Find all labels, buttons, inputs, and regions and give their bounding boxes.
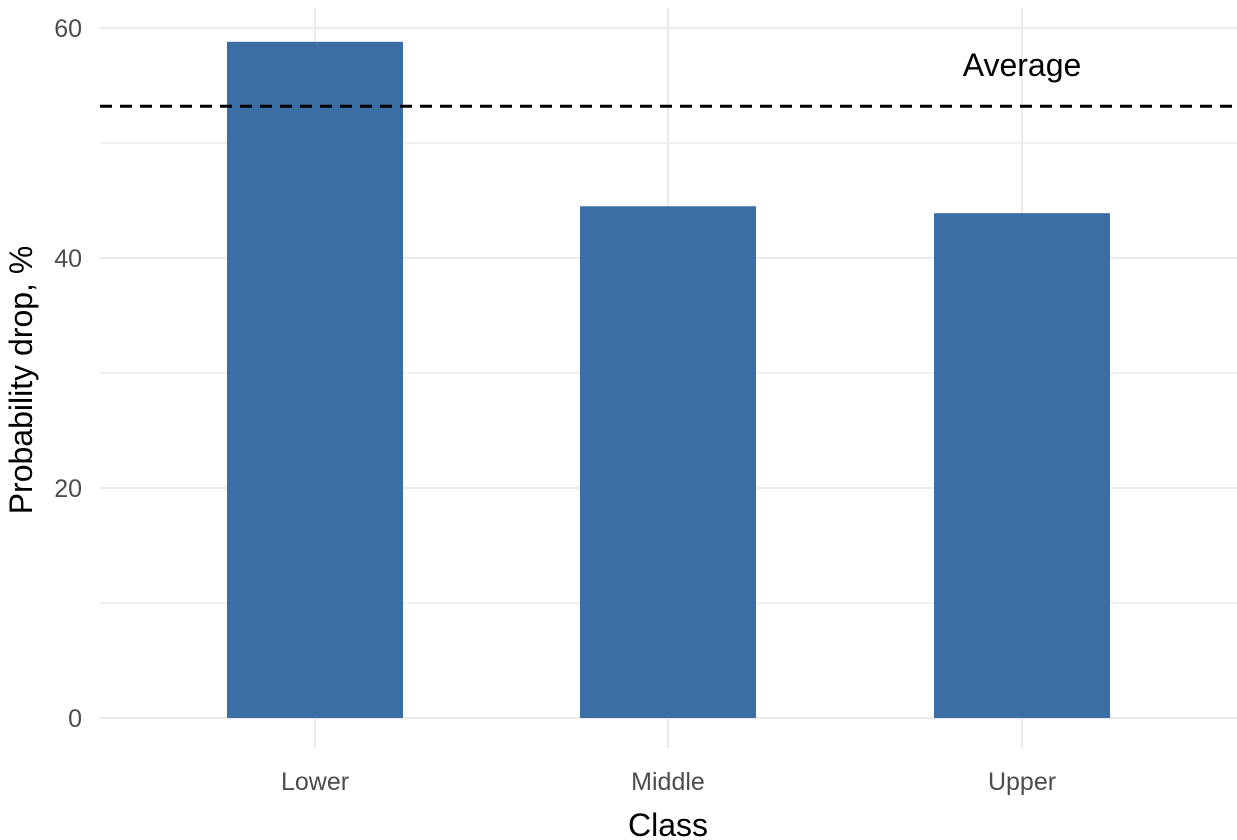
x-tick-labels: Lower Middle Upper (281, 768, 1056, 796)
x-axis-title: Class (628, 807, 708, 840)
bar-lower (227, 41, 403, 719)
x-tick-label-lower: Lower (281, 768, 349, 796)
y-tick-label: 60 (54, 15, 82, 43)
bar-upper (934, 213, 1110, 718)
y-tick-label: 20 (54, 475, 82, 503)
y-axis-title: Probability drop, % (3, 246, 39, 515)
bar-layer (227, 41, 1110, 719)
x-tick-label-middle: Middle (631, 768, 705, 796)
y-tick-labels: 0 20 40 60 (54, 15, 82, 733)
x-tick-label-upper: Upper (988, 768, 1056, 796)
bar-middle (580, 206, 756, 718)
average-annotation: Average (963, 47, 1082, 83)
y-tick-label: 0 (68, 705, 82, 733)
y-tick-label: 40 (54, 245, 82, 273)
